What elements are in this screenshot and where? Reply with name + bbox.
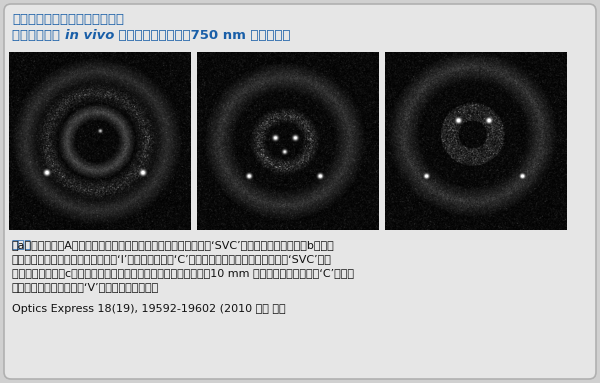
Text: SVC: SVC: [31, 192, 51, 221]
Text: in vivo: in vivo: [65, 29, 114, 42]
Text: ヌードマウスの胸郭上部および: ヌードマウスの胸郭上部および: [12, 13, 124, 26]
Text: V: V: [395, 193, 411, 222]
Text: (b): (b): [202, 57, 218, 67]
Text: 示しています。（c）分岐点付近の頸動脈を示す、大動脈弓から組10 mm 頭側の断面。頸動脈を‘C’、外頸: 示しています。（c）分岐点付近の頸動脈を示す、大動脈弓から組10 mm 頭側の断…: [12, 268, 354, 278]
Text: SVC: SVC: [321, 192, 341, 221]
Text: C: C: [298, 91, 310, 132]
Text: A: A: [96, 103, 104, 132]
Text: 頸部の動脈の: 頸部の動脈の: [12, 29, 65, 42]
Text: I: I: [256, 91, 269, 132]
Bar: [9, 52, 191, 230]
FancyBboxPatch shape: [4, 4, 596, 379]
Text: Optics Express 18(19), 19592-19602 (2010 年） より: Optics Express 18(19), 19592-19602 (2010…: [12, 304, 286, 314]
Text: (c): (c): [390, 57, 405, 67]
Text: 脈弓の真上の動脈断面。腕頭動脈を‘I’、左総頸動脈を‘C’、左上大静脈および右上大静脈を‘SVC’と表: 脈弓の真上の動脈断面。腕頭動脈を‘I’、左総頸動脈を‘C’、左上大静脈および右上…: [12, 254, 332, 264]
Text: 静脈から分岐する静脈を‘V’と表示しています。: 静脈から分岐する静脈を‘V’と表示しています。: [12, 282, 159, 292]
Text: C: C: [487, 66, 496, 107]
Text: SVC: SVC: [136, 192, 156, 221]
Bar: [197, 52, 379, 230]
Text: C: C: [432, 66, 450, 107]
Text: SVC: SVC: [219, 192, 241, 221]
Text: (a): (a): [14, 57, 29, 67]
Text: 画像：: 画像：: [12, 240, 32, 250]
Bar: [385, 52, 567, 230]
Text: （a）大動脈弓（A）上部の断面。左上大静脈および右上大静脈を‘SVC’と表示しています。（b）大動: （a）大動脈弓（A）上部の断面。左上大静脈および右上大静脈を‘SVC’と表示して…: [12, 240, 335, 250]
Text: V: V: [539, 194, 551, 222]
Text: 光音響横断面画像（750 nm 励起波長）: 光音響横断面画像（750 nm 励起波長）: [114, 29, 290, 42]
